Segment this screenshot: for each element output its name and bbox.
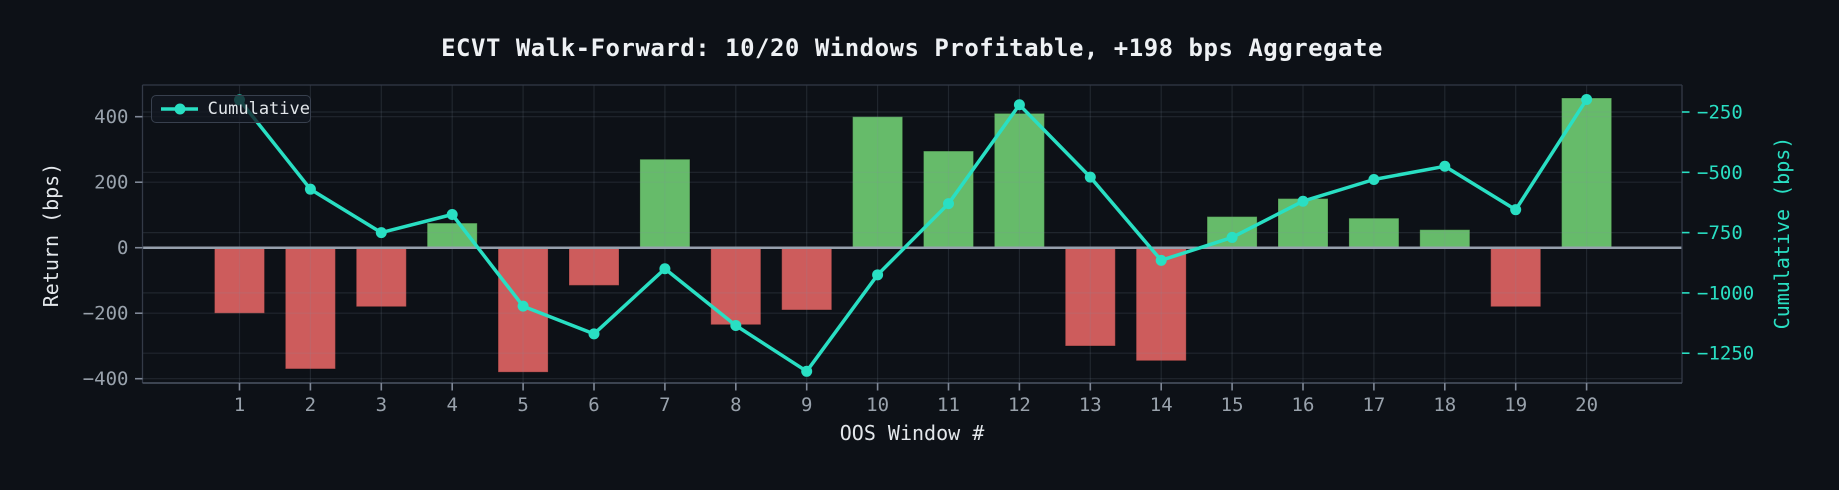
bar-window-6 xyxy=(568,247,620,286)
cumulative-marker-2 xyxy=(304,183,316,195)
cumulative-marker-9 xyxy=(801,365,813,377)
x-tick-label: 9 xyxy=(801,394,812,416)
x-tick-label: 6 xyxy=(588,394,599,416)
left-tick-label: 200 xyxy=(94,172,128,194)
cumulative-marker-5 xyxy=(517,300,529,312)
legend: Cumulative xyxy=(151,95,311,123)
cumulative-marker-15 xyxy=(1226,231,1238,243)
bar-window-12 xyxy=(993,112,1045,249)
x-tick-label: 18 xyxy=(1433,394,1456,416)
cumulative-markers xyxy=(234,93,1593,377)
right-tick-label: −250 xyxy=(1697,101,1743,123)
cumulative-marker-16 xyxy=(1297,195,1309,207)
legend-label: Cumulative xyxy=(207,98,310,119)
left-tick-label: 400 xyxy=(94,106,128,128)
bar-window-1 xyxy=(214,247,265,314)
bars-group xyxy=(214,97,1613,373)
cumulative-marker-13 xyxy=(1084,171,1096,183)
right-axis-ticks: −250 −500 −750 −1000 −1250 xyxy=(1682,101,1754,365)
cumulative-marker-6 xyxy=(588,328,600,340)
bar-window-19 xyxy=(1490,247,1542,308)
cumulative-line xyxy=(237,97,1589,374)
cumulative-marker-19 xyxy=(1510,204,1522,216)
x-tick-label: 14 xyxy=(1150,394,1173,416)
x-tick-label: 10 xyxy=(866,394,889,416)
x-axis-label: OOS Window # xyxy=(839,421,985,445)
cumulative-marker-4 xyxy=(446,209,458,221)
x-tick-label: 13 xyxy=(1079,394,1102,416)
y-axis-label-right: Cumulative (bps) xyxy=(1770,136,1794,330)
x-tick-label: 20 xyxy=(1575,394,1598,416)
cumulative-marker-7 xyxy=(659,263,671,275)
x-tick-label: 1 xyxy=(234,394,245,416)
left-axis-ticks: 400 200 0 −200 −400 xyxy=(83,106,143,390)
right-tick-label: −1000 xyxy=(1697,282,1754,304)
x-tick-label: 8 xyxy=(730,394,741,416)
bar-window-13 xyxy=(1064,247,1116,347)
x-tick-label: 7 xyxy=(659,394,670,416)
bar-window-17 xyxy=(1348,217,1400,249)
right-tick-label: −500 xyxy=(1697,162,1743,184)
x-tick-label: 5 xyxy=(517,394,528,416)
x-tick-label: 17 xyxy=(1362,394,1385,416)
x-tick-label: 15 xyxy=(1221,394,1244,416)
x-tick-label: 12 xyxy=(1008,394,1031,416)
cumulative-marker-11 xyxy=(943,198,954,210)
left-tick-label: 0 xyxy=(117,237,128,259)
legend-line-icon xyxy=(161,103,198,115)
bar-window-10 xyxy=(852,116,904,249)
cumulative-marker-12 xyxy=(1013,99,1025,111)
cumulative-marker-3 xyxy=(375,227,387,239)
bar-window-9 xyxy=(781,247,833,311)
x-tick-label: 4 xyxy=(446,394,457,416)
bar-window-16 xyxy=(1277,198,1329,249)
cumulative-marker-14 xyxy=(1155,254,1167,266)
x-tick-label: 2 xyxy=(305,394,316,416)
x-tick-label: 19 xyxy=(1504,394,1527,416)
x-tick-label: 16 xyxy=(1292,394,1315,416)
cumulative-marker-17 xyxy=(1368,174,1380,186)
right-tick-label: −750 xyxy=(1697,222,1743,244)
left-tick-label: −400 xyxy=(83,368,129,390)
x-tick-label: 11 xyxy=(937,394,960,416)
cumulative-marker-18 xyxy=(1439,160,1451,172)
chart-title: ECVT Walk-Forward: 10/20 Windows Profita… xyxy=(441,34,1383,62)
spines xyxy=(141,84,1683,384)
y-axis-label-left: Return (bps) xyxy=(39,162,63,308)
x-tick-label: 3 xyxy=(376,394,387,416)
x-axis-ticks: 1 2 3 4 5 6 7 8 9 10 11 12 13 14 15 16 17 18 19 20 xyxy=(234,383,1598,416)
left-tick-label: −200 xyxy=(83,303,129,325)
bar-window-2 xyxy=(284,247,336,370)
right-tick-label: −1250 xyxy=(1697,343,1754,365)
cumulative-marker-20 xyxy=(1581,93,1593,105)
cumulative-marker-10 xyxy=(872,269,884,281)
cumulative-marker-8 xyxy=(730,319,742,331)
